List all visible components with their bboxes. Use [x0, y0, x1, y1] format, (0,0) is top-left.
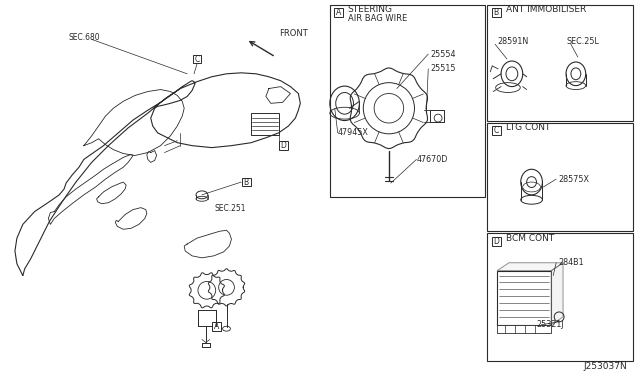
Text: B: B [244, 177, 249, 186]
Bar [487, 5, 633, 121]
FancyBboxPatch shape [334, 8, 343, 17]
Text: BCM CONT: BCM CONT [506, 234, 554, 243]
Text: A: A [214, 322, 220, 331]
Text: LTG CONT: LTG CONT [506, 124, 550, 132]
Text: 25321J: 25321J [536, 320, 564, 329]
Text: C: C [195, 55, 200, 64]
Text: A: A [336, 8, 341, 17]
FancyBboxPatch shape [492, 126, 500, 135]
FancyBboxPatch shape [212, 322, 221, 331]
Bar [430, 110, 444, 122]
Text: 25554: 25554 [430, 49, 456, 59]
Text: ANT IMMOBILISER: ANT IMMOBILISER [506, 5, 586, 15]
Bar [497, 270, 551, 325]
Text: 25515: 25515 [430, 64, 456, 73]
FancyBboxPatch shape [492, 237, 500, 246]
Text: SEC.680: SEC.680 [68, 33, 100, 42]
Bar [487, 123, 633, 231]
Polygon shape [551, 263, 563, 325]
Text: D: D [281, 141, 287, 150]
Text: STEERING: STEERING [348, 5, 392, 15]
Text: B: B [493, 8, 499, 17]
Text: AIR BAG WIRE: AIR BAG WIRE [348, 14, 407, 23]
Text: 284B1: 284B1 [558, 258, 584, 267]
FancyBboxPatch shape [279, 141, 288, 150]
Polygon shape [497, 263, 563, 270]
Bar [198, 310, 216, 326]
Bar [330, 5, 485, 197]
Bar [497, 325, 551, 333]
Text: J253037N: J253037N [583, 362, 627, 371]
FancyBboxPatch shape [492, 8, 500, 17]
Text: SEC.251: SEC.251 [214, 204, 246, 213]
Bar [251, 113, 278, 135]
Text: 28575X: 28575X [558, 174, 589, 184]
Text: D: D [493, 237, 499, 246]
FancyBboxPatch shape [193, 55, 202, 64]
Text: C: C [493, 126, 499, 135]
Text: SEC.25L: SEC.25L [566, 37, 599, 46]
FancyBboxPatch shape [242, 177, 251, 186]
Text: 47670D: 47670D [417, 155, 448, 164]
Text: 47945X: 47945X [338, 128, 369, 137]
Text: FRONT: FRONT [278, 29, 307, 38]
Bar [487, 233, 633, 361]
Text: 28591N: 28591N [497, 37, 529, 46]
